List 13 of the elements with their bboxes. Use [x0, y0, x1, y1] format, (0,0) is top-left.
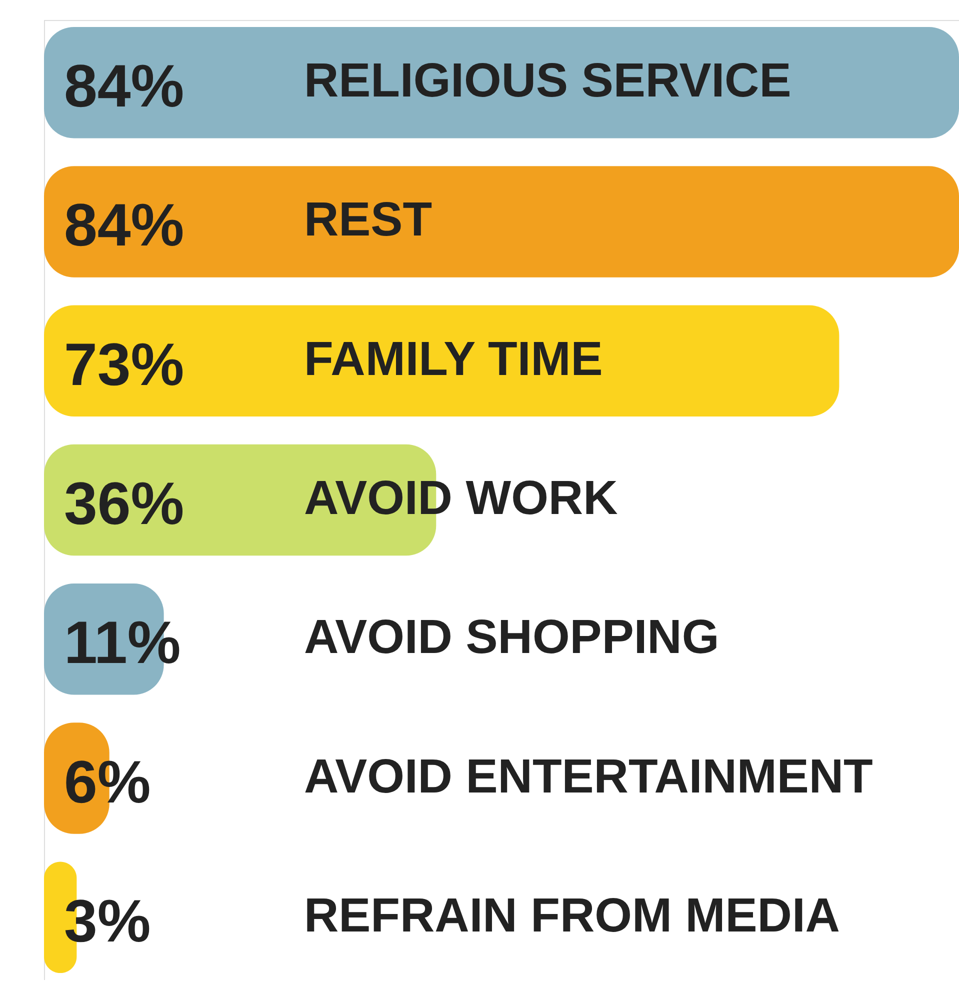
y-tick-label: AVOID SHOPPING [304, 611, 720, 664]
y-tick-label: REFRAIN FROM MEDIA [304, 889, 840, 942]
y-tick-label: FAMILY TIME [304, 332, 603, 386]
data-label: 73% [64, 330, 184, 398]
bar [44, 26, 959, 138]
y-tick-label: AVOID ENTERTAINMENT [304, 750, 873, 804]
data-label: 84% [64, 192, 184, 259]
data-label: 84% [64, 52, 184, 120]
y-tick-label: REST [304, 194, 432, 247]
y-tick-label: RELIGIOUS SERVICE [304, 54, 792, 108]
bar [44, 305, 840, 417]
data-label: 36% [64, 470, 184, 537]
bar [44, 166, 959, 278]
